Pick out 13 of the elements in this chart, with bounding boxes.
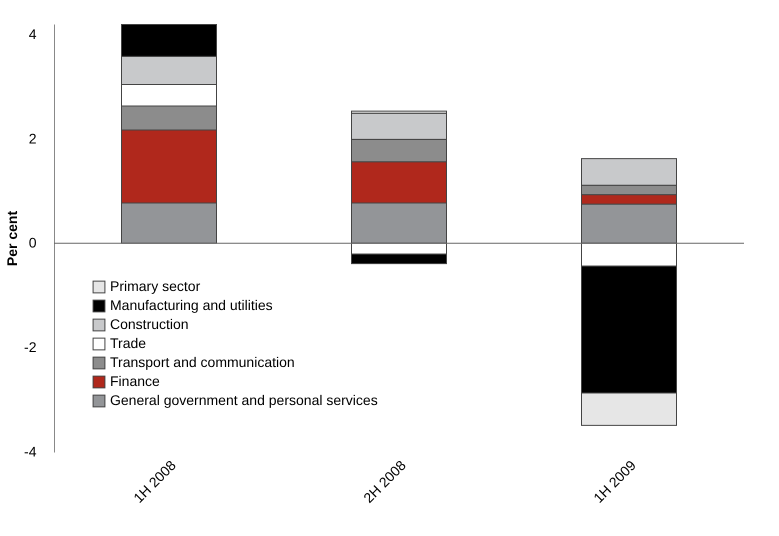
legend-label: Transport and communication xyxy=(110,354,295,370)
y-tick-label: 4 xyxy=(28,26,37,42)
y-tick-label: 2 xyxy=(28,130,37,146)
y-axis-title: Per cent xyxy=(4,210,20,266)
legend-label: General government and personal services xyxy=(110,392,378,408)
y-tick-label: 0 xyxy=(28,234,37,251)
legend-label: Finance xyxy=(110,373,160,389)
legend-label: Manufacturing and utilities xyxy=(110,297,273,313)
legend-label: Construction xyxy=(110,316,189,332)
y-tick-label: -2 xyxy=(24,339,37,356)
legend-label: Primary sector xyxy=(110,278,201,294)
legend-label: Trade xyxy=(110,335,146,351)
y-tick-label: -4 xyxy=(24,444,37,460)
